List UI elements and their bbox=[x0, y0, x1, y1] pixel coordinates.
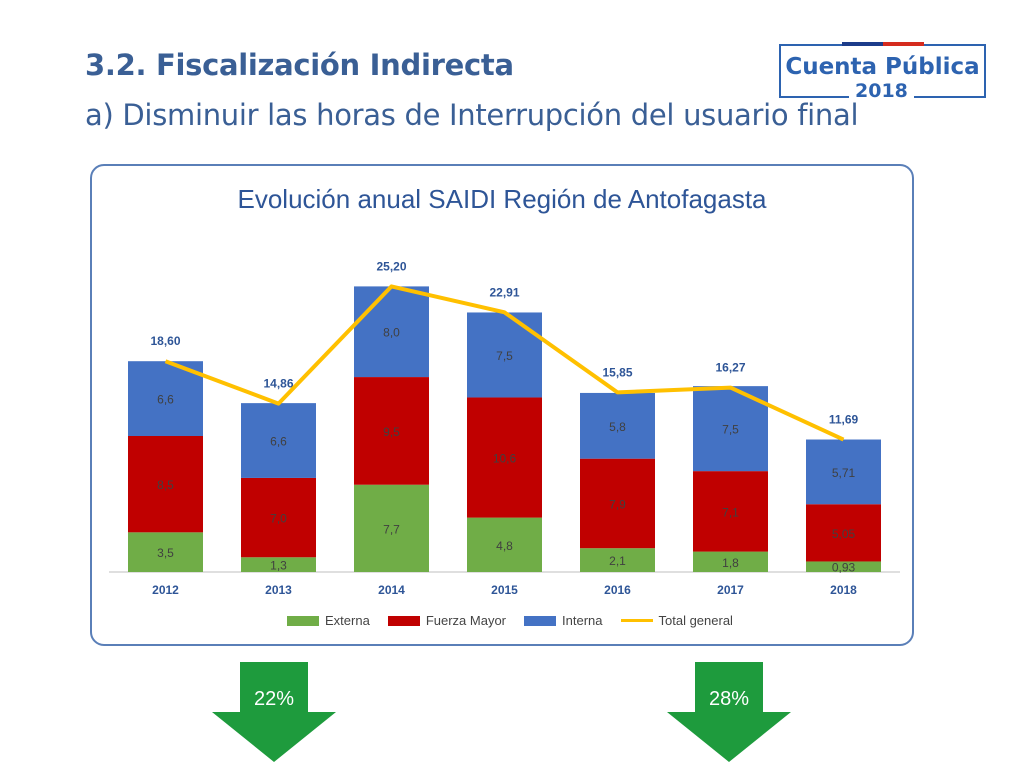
total-label-2014: 25,20 bbox=[376, 259, 406, 273]
bar-fuerza-mayor-2012 bbox=[128, 436, 203, 533]
data-label-externa-2018: 0,93 bbox=[832, 561, 856, 575]
data-label-fuerza-mayor-2018: 5,05 bbox=[832, 527, 856, 541]
bar-externa-2017 bbox=[693, 551, 768, 572]
total-label-2015: 22,91 bbox=[489, 285, 519, 299]
x-tick-label-2017: 2017 bbox=[717, 583, 744, 597]
data-label-fuerza-mayor-2013: 7,0 bbox=[270, 512, 287, 526]
cuenta-publica-logo: Cuenta Pública 2018 bbox=[779, 42, 986, 102]
saidi-chart: 3,5 8,5 6,6 2012 18,60 1,3 7,0 6,6 2013 14,86 7,7 9… bbox=[109, 259, 900, 597]
down-arrow-icon bbox=[212, 662, 336, 762]
data-label-interna-2016: 5,8 bbox=[609, 420, 626, 434]
bar-interna-2014 bbox=[354, 286, 429, 378]
legend-item-total: Total general bbox=[620, 613, 733, 628]
decrease-arrow-right: 28% bbox=[667, 662, 791, 762]
bar-fuerza-mayor-2013 bbox=[241, 477, 316, 558]
data-label-fuerza-mayor-2017: 7,1 bbox=[722, 505, 739, 519]
bar-fuerza-mayor-2014 bbox=[354, 377, 429, 485]
data-label-fuerza-mayor-2015: 10,6 bbox=[493, 452, 517, 466]
data-label-interna-2012: 6,6 bbox=[157, 393, 174, 407]
bar-externa-2016 bbox=[580, 548, 655, 572]
total-general-line bbox=[164, 284, 845, 442]
data-label-interna-2014: 8,0 bbox=[383, 326, 400, 340]
chart-title: Evolución anual SAIDI Región de Antofaga… bbox=[237, 184, 767, 214]
x-tick-label-2018: 2018 bbox=[830, 583, 857, 597]
legend-swatch-externa bbox=[287, 615, 319, 626]
bar-interna-2012 bbox=[128, 361, 203, 436]
bar-externa-2013 bbox=[241, 557, 316, 572]
legend-swatch-total bbox=[620, 619, 653, 622]
legend-label-externa: Externa bbox=[325, 613, 370, 628]
data-label-externa-2016: 2,1 bbox=[609, 554, 626, 568]
bar-fuerza-mayor-2017 bbox=[693, 471, 768, 552]
total-label-2016: 15,85 bbox=[602, 365, 632, 379]
chart-panel: Evolución anual SAIDI Región de Antofaga… bbox=[90, 164, 914, 646]
page-subtitle: a) Disminuir las horas de Interrupción d… bbox=[85, 98, 859, 132]
bar-fuerza-mayor-2018 bbox=[806, 504, 881, 562]
legend-label-fuerza-mayor: Fuerza Mayor bbox=[425, 613, 507, 628]
x-tick-label-2012: 2012 bbox=[152, 583, 179, 597]
data-label-externa-2014: 7,7 bbox=[383, 522, 400, 536]
bar-externa-2018 bbox=[806, 561, 881, 572]
legend-label-total: Total general bbox=[658, 613, 733, 628]
total-label-2012: 18,60 bbox=[150, 334, 180, 348]
data-label-fuerza-mayor-2014: 9,5 bbox=[383, 425, 400, 439]
chart-legend: Externa Fuerza Mayor Interna Total gener… bbox=[287, 613, 733, 628]
bar-externa-2014 bbox=[354, 484, 429, 572]
x-tick-label-2015: 2015 bbox=[491, 583, 518, 597]
logo-text: Cuenta Pública bbox=[785, 54, 980, 80]
page-title: 3.2. Fiscalización Indirecta bbox=[85, 48, 514, 82]
legend-item-fuerza-mayor: Fuerza Mayor bbox=[387, 613, 507, 628]
data-label-interna-2013: 6,6 bbox=[270, 435, 287, 449]
legend-swatch-fuerza-mayor bbox=[387, 615, 420, 626]
data-label-externa-2015: 4,8 bbox=[496, 539, 513, 553]
data-label-interna-2017: 7,5 bbox=[722, 423, 739, 437]
data-label-interna-2015: 7,5 bbox=[496, 349, 513, 363]
data-label-externa-2012: 3,5 bbox=[157, 546, 174, 560]
bar-interna-2018 bbox=[806, 439, 881, 505]
x-tick-label-2014: 2014 bbox=[378, 583, 405, 597]
arrow-label-right: 28% bbox=[708, 688, 750, 710]
total-label-2013: 14,86 bbox=[263, 377, 293, 391]
decrease-arrow-left: 22% bbox=[212, 662, 336, 762]
legend-label-interna: Interna bbox=[562, 613, 603, 628]
data-label-externa-2017: 1,8 bbox=[722, 556, 739, 570]
data-label-fuerza-mayor-2012: 8,5 bbox=[157, 478, 174, 492]
bar-fuerza-mayor-2016 bbox=[580, 458, 655, 549]
legend-swatch-interna bbox=[524, 615, 557, 626]
data-label-interna-2018: 5,71 bbox=[832, 466, 856, 480]
total-label-2017: 16,27 bbox=[715, 361, 745, 375]
flag-stripe bbox=[842, 42, 924, 46]
data-label-fuerza-mayor-2016: 7,9 bbox=[609, 497, 626, 511]
bar-externa-2015 bbox=[467, 517, 542, 572]
x-tick-label-2013: 2013 bbox=[265, 583, 292, 597]
legend-item-externa: Externa bbox=[287, 613, 370, 628]
bar-externa-2012 bbox=[128, 532, 203, 572]
down-arrow-icon bbox=[667, 662, 791, 762]
legend-item-interna: Interna bbox=[524, 613, 603, 628]
bar-interna-2015 bbox=[467, 312, 542, 398]
bar-interna-2013 bbox=[241, 403, 316, 478]
bar-fuerza-mayor-2015 bbox=[467, 397, 542, 518]
data-label-externa-2013: 1,3 bbox=[270, 559, 287, 573]
logo-year: 2018 bbox=[849, 80, 914, 102]
total-label-2018: 11,69 bbox=[829, 413, 859, 427]
bar-interna-2016 bbox=[580, 392, 655, 459]
x-tick-label-2016: 2016 bbox=[604, 583, 631, 597]
arrow-label-left: 22% bbox=[253, 688, 295, 710]
